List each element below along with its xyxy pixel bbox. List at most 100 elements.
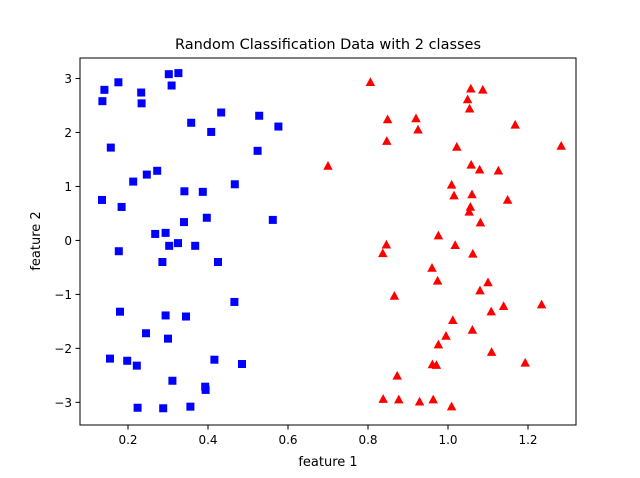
x-tick-label: 1.2 [518,433,537,447]
x-tick-label: 0.4 [198,433,217,447]
data-point-triangle [475,217,486,227]
data-point-triangle [486,347,497,356]
data-point-triangle [478,84,488,94]
data-point-triangle [483,277,493,287]
data-point-square [133,403,142,412]
data-point-triangle [462,94,473,104]
data-point-triangle [464,103,475,113]
data-point-square [123,356,132,365]
data-point-triangle [394,394,404,404]
data-point-square [161,311,170,320]
data-point-square [137,99,146,108]
data-point-square [187,118,196,127]
data-point-square [198,187,207,196]
data-point-triangle [467,325,478,334]
x-tick-label: 1.0 [438,433,457,447]
data-point-triangle [448,315,458,325]
data-point-triangle [493,165,504,175]
data-point-triangle [381,239,392,249]
data-point-square [230,180,239,189]
data-point-triangle [378,248,388,258]
data-point-square [114,78,123,87]
data-point-triangle [432,275,443,285]
data-point-triangle [414,396,425,406]
y-axis-label: feature 2 [29,211,44,270]
data-point-triangle [433,230,444,240]
data-point-square [117,202,126,211]
x-tick-label: 0.6 [278,433,297,447]
data-point-square [106,354,114,363]
data-point-triangle [365,77,376,87]
data-point-square [268,215,277,224]
data-point-triangle [450,240,460,250]
data-point-triangle [464,206,474,216]
data-point-triangle [441,330,451,340]
data-point-triangle [474,164,485,174]
data-point-square [180,187,189,196]
data-point-square [98,195,106,204]
axes: 0.2 0.4 0.6 0.8 1.0 1.2 −3 −2 −1 0 1 2 3 [54,57,577,447]
data-point-square [202,213,211,222]
data-point-square [161,228,170,237]
y-tick-label: 1 [64,180,72,194]
data-point-square [98,97,107,106]
data-point-square [186,402,195,411]
data-point-triangle [433,339,444,349]
data-point-square [210,355,219,364]
data-point-square [153,166,162,175]
data-points [98,69,566,413]
data-point-square [201,385,210,394]
data-point-triangle [466,83,476,93]
data-point-square [174,239,182,248]
data-point-triangle [498,301,509,311]
data-point-square [151,229,160,238]
data-point-square [274,122,283,131]
data-point-square [168,376,177,385]
data-point-triangle [556,140,566,150]
y-tick-label: −3 [54,396,72,410]
data-point-triangle [382,114,393,124]
data-point-triangle [389,291,400,300]
data-point-square [164,70,173,79]
y-tick-label: −2 [54,342,72,356]
data-point-triangle [323,160,333,170]
data-point-square [137,88,146,97]
data-point-square [142,329,150,338]
data-point-triangle [475,285,485,295]
data-point-square [230,297,239,306]
x-tick-label: 0.8 [358,433,377,447]
data-point-triangle [431,360,442,369]
data-point-triangle [486,306,496,316]
data-point-square [255,111,264,120]
y-tick-label: 3 [64,72,72,86]
data-point-square [253,146,262,155]
y-tick-label: 0 [64,234,72,248]
data-point-square [132,361,141,370]
data-point-square [159,404,168,413]
data-point-triangle [427,262,437,272]
y-tick-label: −1 [54,288,72,302]
data-point-square [164,334,172,343]
data-point-square [129,177,138,186]
data-point-triangle [466,159,476,169]
data-point-triangle [382,136,392,145]
data-point-square [106,143,115,152]
data-point-square [182,312,190,321]
data-point-square [238,360,246,369]
data-point-triangle [446,401,457,411]
data-point-triangle [452,142,462,151]
data-point-triangle [520,357,530,367]
data-point-square [100,85,109,94]
data-point-triangle [449,190,459,200]
data-point-square [180,218,188,227]
data-point-square [207,127,216,136]
data-point-square [116,307,124,316]
data-point-triangle [536,299,547,309]
data-point-triangle [446,179,457,189]
data-point-triangle [468,248,478,258]
data-point-triangle [378,394,388,403]
data-point-square [214,258,222,267]
data-point-triangle [413,124,423,134]
